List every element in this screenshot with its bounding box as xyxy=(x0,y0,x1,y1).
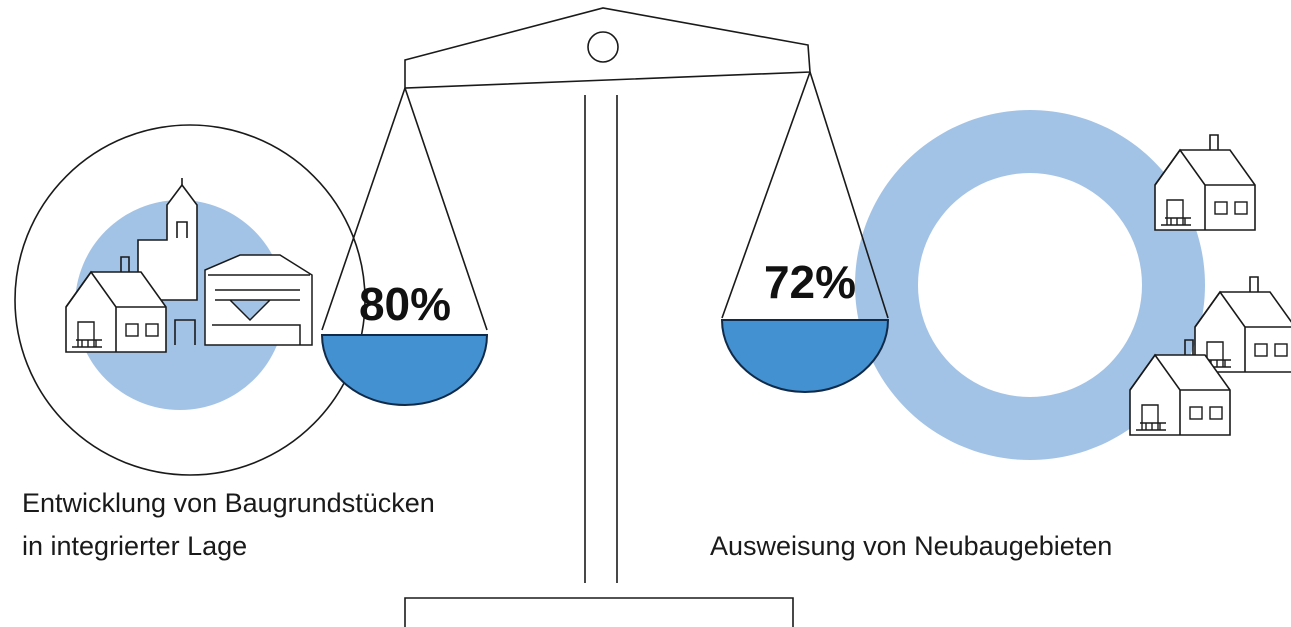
left-caption: Entwicklung von Baugrundstücken xyxy=(22,488,435,518)
page: 80% 72% Entwicklung von Baugrundstücken … xyxy=(0,0,1291,627)
right-pan xyxy=(722,320,888,392)
right-caption: Ausweisung von Neubaugebieten xyxy=(710,531,1112,561)
infographic: 80% 72% Entwicklung von Baugrundstücken … xyxy=(0,0,1291,627)
left-pan xyxy=(322,335,487,405)
left-caption: in integrierter Lage xyxy=(22,531,247,561)
left-percent: 80% xyxy=(359,278,451,330)
right-percent: 72% xyxy=(764,256,856,308)
